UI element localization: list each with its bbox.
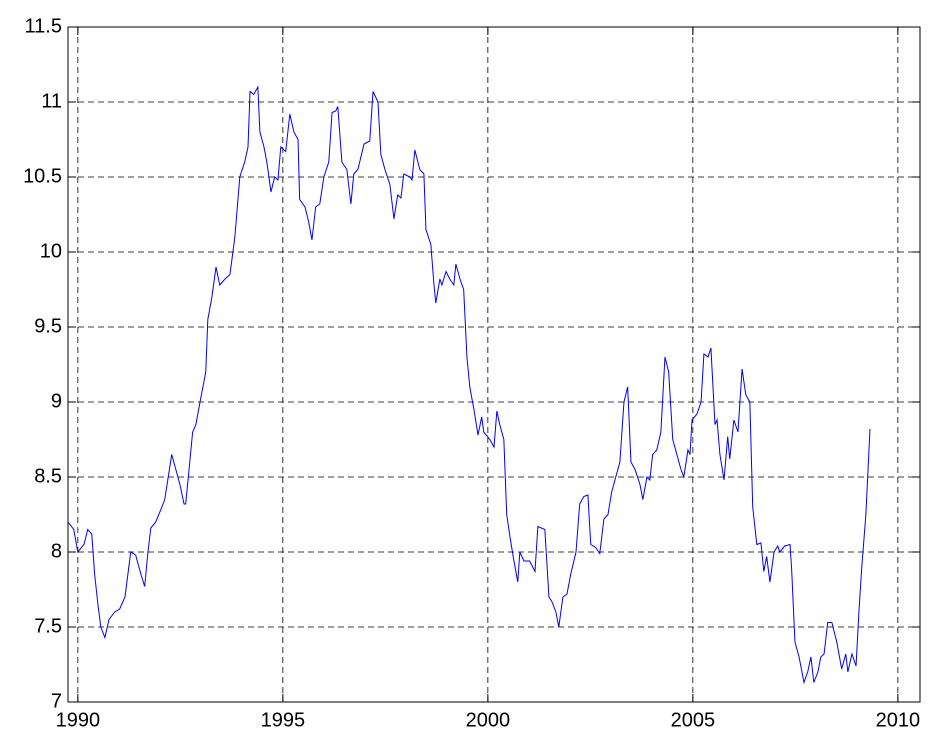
y-tick-label: 8 bbox=[51, 540, 62, 562]
y-tick-label: 10 bbox=[40, 240, 62, 262]
x-tick-label: 2010 bbox=[876, 709, 921, 731]
x-tick-label: 2005 bbox=[671, 709, 716, 731]
data-line bbox=[67, 85, 871, 685]
y-tick-label: 8.5 bbox=[34, 465, 62, 487]
plot-frame bbox=[67, 26, 921, 703]
y-tick-label: 11.5 bbox=[25, 15, 62, 37]
y-tick-label: 7.5 bbox=[34, 615, 62, 637]
y-tick-label: 10.5 bbox=[23, 165, 62, 187]
y-tick-label: 9 bbox=[51, 390, 62, 412]
y-tick-label: 9.5 bbox=[34, 315, 62, 337]
y-tick-label: 7 bbox=[51, 690, 62, 712]
x-tick-label: 2000 bbox=[466, 709, 511, 731]
x-tick-label: 1995 bbox=[261, 709, 306, 731]
y-tick-label: 11 bbox=[41, 90, 62, 112]
x-tick-label: 1990 bbox=[56, 709, 101, 731]
